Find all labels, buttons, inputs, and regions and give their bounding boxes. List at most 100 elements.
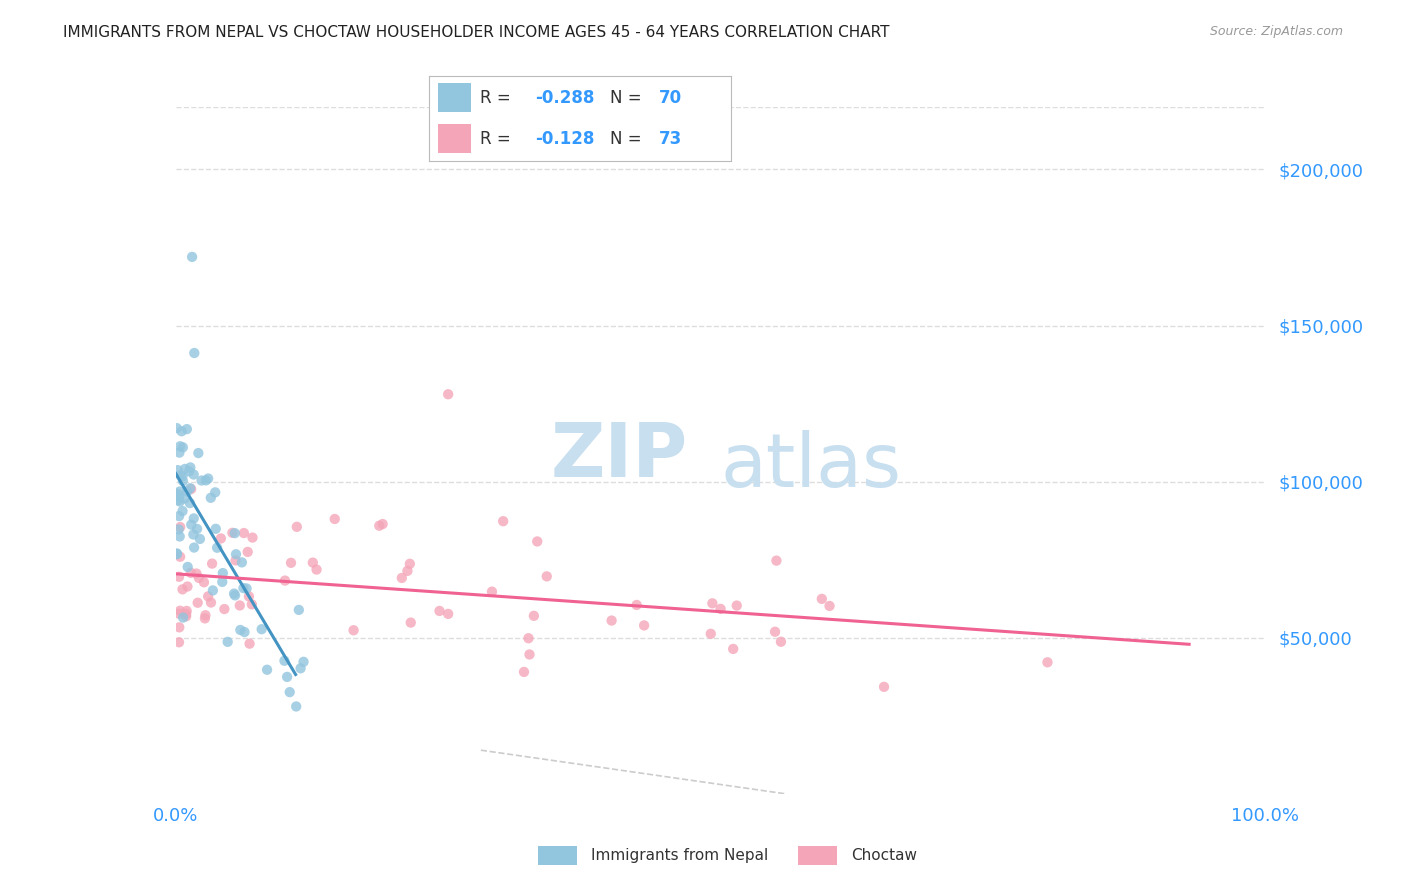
- Text: ZIP: ZIP: [551, 420, 688, 493]
- Point: [256, 663, 278, 677]
- Point: [292, 655, 315, 669]
- Point: [167, 607, 190, 621]
- Point: [224, 526, 246, 541]
- Bar: [437, 124, 471, 153]
- Text: IMMIGRANTS FROM NEPAL VS CHOCTAW HOUSEHOLDER INCOME AGES 45 - 64 YEARS CORRELATI: IMMIGRANTS FROM NEPAL VS CHOCTAW HOUSEHO…: [63, 25, 890, 40]
- Point: [174, 462, 197, 476]
- Point: [769, 634, 792, 648]
- Point: [274, 574, 297, 588]
- Point: [176, 560, 198, 574]
- Point: [169, 445, 191, 459]
- Point: [285, 699, 308, 714]
- Text: -0.288: -0.288: [534, 89, 593, 107]
- Point: [170, 425, 193, 439]
- Point: [232, 581, 254, 595]
- Point: [201, 557, 224, 571]
- Point: [167, 490, 190, 504]
- Point: [172, 469, 194, 483]
- Point: [290, 661, 312, 675]
- Point: [169, 494, 191, 508]
- Point: [174, 607, 197, 621]
- Point: [702, 596, 724, 610]
- Point: [710, 602, 733, 616]
- Point: [172, 504, 194, 518]
- Point: [305, 563, 328, 577]
- Point: [169, 468, 191, 483]
- Point: [169, 529, 191, 543]
- Point: [600, 614, 623, 628]
- Point: [371, 516, 394, 531]
- Point: [183, 467, 205, 482]
- Text: Immigrants from Nepal: Immigrants from Nepal: [591, 848, 769, 863]
- Point: [200, 491, 222, 505]
- Point: [186, 566, 208, 581]
- Text: N =: N =: [610, 89, 647, 107]
- Point: [222, 586, 245, 600]
- Point: [194, 474, 217, 488]
- Point: [180, 482, 202, 496]
- Text: Source: ZipAtlas.com: Source: ZipAtlas.com: [1209, 25, 1343, 38]
- Point: [193, 575, 215, 590]
- Point: [166, 546, 188, 560]
- Point: [173, 491, 195, 506]
- Point: [276, 670, 298, 684]
- Point: [763, 624, 786, 639]
- Point: [187, 571, 209, 585]
- Point: [288, 603, 311, 617]
- Point: [194, 611, 217, 625]
- Point: [211, 566, 233, 580]
- Point: [211, 574, 233, 589]
- Point: [250, 622, 273, 636]
- Point: [204, 485, 226, 500]
- Point: [205, 541, 228, 555]
- Point: [285, 520, 308, 534]
- Point: [167, 570, 190, 584]
- Point: [169, 604, 191, 618]
- Point: [235, 582, 257, 596]
- Point: [176, 604, 198, 618]
- Point: [526, 534, 548, 549]
- Point: [197, 471, 219, 485]
- Bar: [437, 84, 471, 112]
- Point: [179, 496, 201, 510]
- Point: [179, 460, 201, 475]
- Point: [167, 635, 190, 649]
- Text: R =: R =: [481, 89, 516, 107]
- Point: [197, 590, 219, 604]
- Point: [233, 625, 256, 640]
- Point: [323, 512, 346, 526]
- Point: [200, 595, 222, 609]
- Point: [179, 481, 201, 495]
- Point: [231, 555, 253, 569]
- Point: [229, 599, 252, 613]
- Point: [396, 564, 419, 578]
- Point: [1036, 655, 1059, 669]
- Point: [492, 514, 515, 528]
- Point: [239, 637, 262, 651]
- Point: [236, 545, 259, 559]
- Point: [278, 685, 301, 699]
- Text: 70: 70: [658, 89, 682, 107]
- Point: [232, 526, 254, 541]
- Point: [169, 549, 191, 564]
- Point: [700, 627, 723, 641]
- Point: [176, 422, 198, 436]
- Point: [399, 615, 422, 630]
- Point: [536, 569, 558, 583]
- Point: [186, 522, 208, 536]
- Point: [180, 517, 202, 532]
- Point: [225, 553, 247, 567]
- Point: [187, 596, 209, 610]
- Text: 73: 73: [658, 129, 682, 147]
- Text: Choctaw: Choctaw: [852, 848, 917, 863]
- Point: [169, 484, 191, 499]
- Point: [437, 607, 460, 621]
- Point: [811, 591, 834, 606]
- Point: [183, 527, 205, 541]
- Point: [188, 532, 211, 546]
- Point: [481, 584, 503, 599]
- Point: [725, 599, 748, 613]
- Point: [169, 439, 191, 453]
- Point: [437, 387, 460, 401]
- Point: [513, 665, 536, 679]
